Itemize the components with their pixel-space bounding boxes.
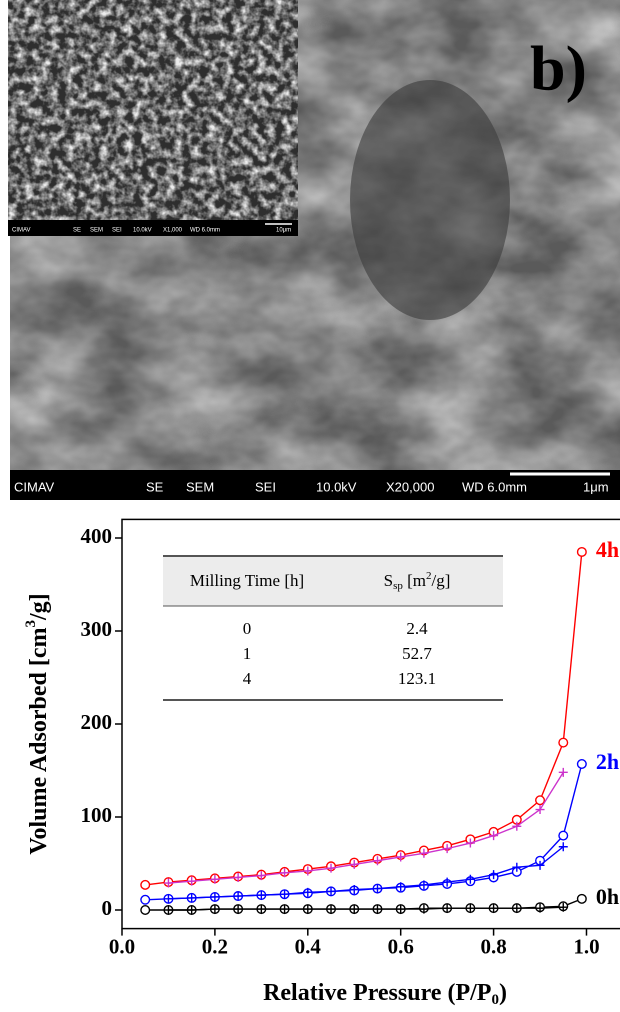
point xyxy=(578,548,587,557)
info-text: 10.0kV xyxy=(316,479,357,494)
point xyxy=(536,796,545,805)
point xyxy=(559,831,568,840)
x-axis-label: Relative Pressure (P/P0) xyxy=(263,980,507,1009)
inset-texture xyxy=(8,0,298,220)
table-header: Milling Time [h] xyxy=(190,571,304,590)
table-cell: 0 xyxy=(243,619,252,638)
text-part: S xyxy=(384,571,393,590)
series-line xyxy=(168,847,563,899)
series-line xyxy=(168,907,563,910)
y-tick-label: 200 xyxy=(81,710,113,734)
text-part: /g] xyxy=(26,593,52,621)
text-part: 0 xyxy=(491,992,499,1008)
series-line xyxy=(168,772,563,883)
info-text: X20,000 xyxy=(386,479,434,494)
x-tick-label: 0.8 xyxy=(480,934,506,958)
text-part: Relative Pressure (P/P xyxy=(263,980,491,1006)
table-cell: 52.7 xyxy=(402,644,432,663)
info-text: SE xyxy=(146,479,164,494)
inset-info-bar xyxy=(8,220,298,236)
page: {"image": {"panel_label": "b)", "info_ba… xyxy=(0,0,620,1012)
sem-image: b) xyxy=(8,0,620,500)
y-axis-label: Volume Adsorbed [cm3/g] xyxy=(23,593,51,854)
table-cell: 123.1 xyxy=(398,669,436,688)
y-tick-label: 100 xyxy=(81,803,113,827)
text-part: Volume Adsorbed [cm xyxy=(26,628,52,855)
info-text: SEI xyxy=(255,479,276,494)
x-tick-label: 0.0 xyxy=(109,934,135,958)
figure: b) 01002003004000.00.20.40.60.81.0Relati… xyxy=(0,0,620,1012)
point xyxy=(578,895,587,904)
point xyxy=(536,805,545,814)
x-tick-label: 1.0 xyxy=(573,934,599,958)
table-cell: 1 xyxy=(243,644,252,663)
inset-info-text: 10.0kV xyxy=(133,228,152,234)
text-part: 3 xyxy=(23,620,39,628)
sem-shadow xyxy=(350,80,510,320)
point xyxy=(141,895,150,904)
table-cell: 2.4 xyxy=(406,619,428,638)
info-text: WD 6.0mm xyxy=(462,479,527,494)
table-cell: 4 xyxy=(243,669,252,688)
inset-info-text: 10μm xyxy=(276,228,291,234)
text-part: /g] xyxy=(432,571,451,590)
inset-info-text: SE xyxy=(73,228,81,234)
y-tick-label: 400 xyxy=(81,524,113,548)
text-part: [m xyxy=(403,571,426,590)
info-text: 1μm xyxy=(583,479,609,494)
inset-info-text: X1,000 xyxy=(163,228,183,234)
point xyxy=(578,760,587,769)
point xyxy=(141,881,150,890)
series-label: 4h xyxy=(596,537,619,562)
info-text: SEM xyxy=(186,479,214,494)
x-tick-label: 0.2 xyxy=(202,934,228,958)
inset-info-text: SEM xyxy=(90,228,103,234)
x-tick-label: 0.6 xyxy=(388,934,414,958)
inset-info-text: WD 6.0mm xyxy=(190,228,220,234)
text-part: ) xyxy=(499,980,507,1006)
y-tick-label: 0 xyxy=(102,896,113,920)
inset-info-text: SEI xyxy=(112,228,122,234)
series-label: 0h xyxy=(596,884,619,909)
point xyxy=(141,906,150,915)
panel-label: b) xyxy=(530,33,587,104)
inset-info-text: CIMAV xyxy=(12,228,31,234)
series-label: 2h xyxy=(596,749,619,774)
y-tick-label: 300 xyxy=(81,617,113,641)
x-tick-label: 0.4 xyxy=(295,934,322,958)
point xyxy=(559,738,568,747)
text-part: sp xyxy=(393,580,403,592)
point xyxy=(559,768,568,777)
info-text: CIMAV xyxy=(14,479,55,494)
